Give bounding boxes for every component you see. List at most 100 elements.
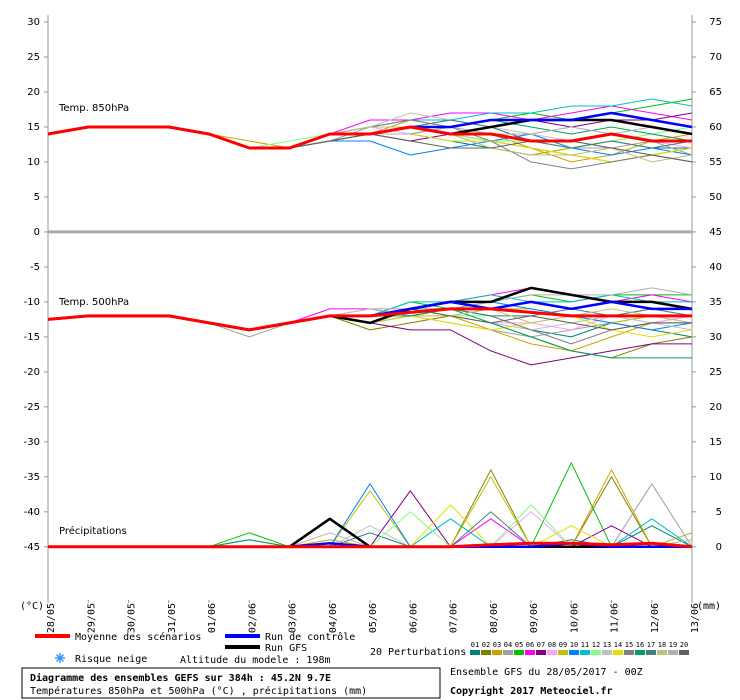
y-tick-label: -20 — [24, 367, 40, 378]
x-tick-label: 02/06 — [247, 603, 258, 633]
y2-tick-label: 75 — [709, 17, 722, 28]
x-tick-label: 07/06 — [449, 603, 460, 633]
y-unit: (°C) — [20, 601, 44, 612]
legend-label: 02 — [482, 641, 490, 649]
x-tick-label: 06/06 — [408, 603, 419, 633]
legend-swatch — [525, 650, 535, 655]
legend-label: 17 — [647, 641, 655, 649]
y2-tick-label: 30 — [709, 332, 722, 343]
legend-swatch — [547, 650, 557, 655]
legend-label: 11 — [581, 641, 589, 649]
y2-tick-label: 45 — [709, 227, 722, 238]
copyright: Copyright 2017 Meteociel.fr — [450, 685, 613, 697]
legend-swatch — [514, 650, 524, 655]
legend-label: Moyenne des scénarios — [75, 631, 201, 643]
y2-tick-label: 25 — [709, 367, 722, 378]
legend-swatch — [657, 650, 667, 655]
y2-tick-label: 65 — [709, 87, 722, 98]
x-tick-label: 10/06 — [569, 603, 580, 633]
x-tick-label: 28/05 — [46, 603, 57, 633]
legend-swatch — [635, 650, 645, 655]
ensemble-line — [48, 541, 693, 549]
x-tick-label: 01/06 — [207, 603, 218, 633]
y-tick-label: 20 — [27, 87, 40, 98]
legend-swatch — [646, 650, 656, 655]
legend-label: 20 — [680, 641, 688, 649]
legend-label: 10 — [570, 641, 578, 649]
y-tick-label: -45 — [24, 542, 40, 553]
x-tick-label: 12/06 — [650, 603, 661, 633]
panel-label: Précipitations — [59, 525, 127, 537]
legend-swatch — [558, 650, 568, 655]
y-tick-label: -30 — [24, 437, 40, 448]
y-tick-label: -25 — [24, 402, 40, 413]
y-tick-label: 30 — [27, 17, 40, 28]
snow-icon — [55, 653, 65, 663]
legend-label: 13 — [603, 641, 611, 649]
legend-swatch — [503, 650, 513, 655]
altitude: Altitude du modele : 198m — [180, 655, 331, 666]
legend-swatch — [536, 650, 546, 655]
legend-label: Run de contrôle — [265, 631, 355, 643]
legend-label: 14 — [614, 641, 622, 649]
legend-swatch — [624, 650, 634, 655]
title-box — [21, 667, 441, 699]
legend-swatch — [591, 650, 601, 655]
title: Diagramme des ensembles GEFS sur 384h : … — [30, 672, 331, 684]
x-tick-label: 30/05 — [127, 603, 138, 633]
legend-label: 16 — [636, 641, 644, 649]
panel-label: Temp. 500hPa — [58, 297, 129, 308]
y2-tick-label: 0 — [716, 542, 722, 553]
x-tick-label: 13/06 — [690, 603, 701, 633]
legend-swatch — [470, 650, 480, 655]
y2-tick-label: 15 — [709, 437, 722, 448]
ensemble-line — [47, 307, 692, 332]
y-tick-label: -10 — [24, 297, 40, 308]
legend-swatch — [580, 650, 590, 655]
y2-tick-label: 70 — [709, 52, 722, 63]
legend-swatch — [602, 650, 612, 655]
legend-label: 19 — [669, 641, 677, 649]
y2-tick-label: 55 — [709, 157, 722, 168]
legend-label: Run GFS — [265, 643, 307, 654]
legend-label: 05 — [515, 641, 523, 649]
legend-label: 06 — [526, 641, 534, 649]
legend-label: 07 — [537, 641, 545, 649]
y2-unit: (mm) — [697, 601, 721, 612]
legend-label: 03 — [493, 641, 501, 649]
y2-tick-label: 60 — [709, 122, 722, 133]
legend-label: 09 — [559, 641, 567, 649]
legend-swatch — [668, 650, 678, 655]
snow-label: Risque neige — [75, 654, 147, 665]
y-tick-label: -40 — [24, 507, 40, 518]
legend-swatch — [613, 650, 623, 655]
y-tick-label: -5 — [30, 262, 40, 273]
x-tick-label: 05/06 — [368, 603, 379, 633]
y2-tick-label: 10 — [709, 472, 722, 483]
subtitle: Températures 850hPa et 500hPa (°C) , pré… — [30, 685, 367, 697]
y-tick-label: 0 — [34, 227, 40, 238]
legend-swatch — [569, 650, 579, 655]
legend-label: 15 — [625, 641, 633, 649]
y-tick-label: -35 — [24, 472, 40, 483]
legend-swatch — [481, 650, 491, 655]
y2-tick-label: 40 — [709, 262, 722, 273]
legend-label: 08 — [548, 641, 556, 649]
legend-label: 01 — [471, 641, 479, 649]
x-tick-label: 08/06 — [489, 603, 500, 633]
legend-swatch — [492, 650, 502, 655]
ensemble-line — [47, 125, 692, 150]
panel-label: Temp. 850hPa — [58, 103, 129, 114]
legend-label: 18 — [658, 641, 666, 649]
x-tick-label: 09/06 — [529, 603, 540, 633]
legend-swatch — [679, 650, 689, 655]
y2-tick-label: 20 — [709, 402, 722, 413]
perturbations-label: 20 Perturbations — [370, 647, 466, 658]
y-tick-label: 5 — [34, 192, 40, 203]
x-tick-label: 29/05 — [86, 603, 97, 633]
y2-tick-label: 35 — [709, 297, 722, 308]
x-tick-label: 04/06 — [328, 603, 339, 633]
y-tick-label: 15 — [27, 122, 40, 133]
x-tick-label: 03/06 — [288, 603, 299, 633]
